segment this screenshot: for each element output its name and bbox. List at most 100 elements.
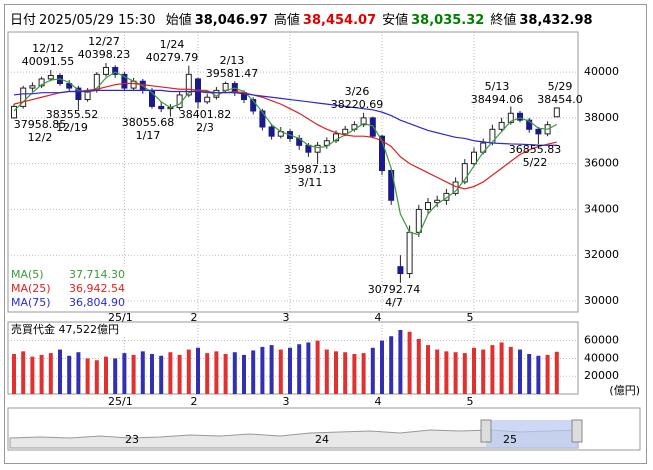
candle-body: [434, 199, 441, 204]
ma-line: [13, 89, 557, 146]
annotation-date: 2/3: [196, 121, 214, 134]
volume-bar: [205, 353, 210, 394]
annotation-date: 5/13: [485, 80, 510, 93]
annotation-price: 40091.55: [22, 55, 75, 68]
frame: [4, 4, 647, 464]
volume-bar: [435, 349, 440, 394]
volume-bar: [481, 349, 486, 394]
volume-bar: [444, 351, 449, 394]
volume-bar: [242, 354, 246, 394]
annotation-price: 36855.83: [509, 143, 562, 156]
candle-body: [535, 128, 542, 135]
annotation-date: 1/17: [136, 129, 161, 142]
annotation-price: 38454.0: [537, 93, 583, 106]
volume-bar: [113, 358, 118, 394]
ma-line: [13, 71, 558, 236]
volume-bar: [554, 351, 559, 394]
volume-bar: [94, 360, 99, 394]
volume-bar: [76, 352, 81, 394]
volume-bar: [48, 353, 53, 394]
y-tick-label: 32000: [584, 248, 619, 261]
annotation-price: 40279.79: [146, 51, 199, 64]
candle-body: [489, 128, 496, 144]
annotation-price: 38401.82: [179, 108, 232, 121]
volume-bar: [39, 354, 44, 394]
volume-bar: [297, 344, 302, 394]
y-tick-label: 40000: [584, 351, 619, 364]
volume-bar: [67, 355, 72, 394]
candle-body: [507, 112, 514, 123]
navigator-label: 24: [315, 433, 329, 446]
volume-bar: [472, 347, 476, 394]
legend-value: 37,714.30: [69, 268, 125, 281]
volume-bar: [159, 355, 164, 394]
volume-bar: [426, 345, 430, 394]
candle-body: [526, 119, 533, 130]
candle-body: [103, 66, 109, 75]
volume-bar: [196, 347, 200, 394]
candle-body: [360, 117, 367, 126]
volume-bar: [361, 353, 366, 394]
header-value: 38,454.07: [302, 13, 377, 28]
volume-bar: [490, 345, 495, 394]
candle-body: [112, 66, 119, 75]
volume-bar: [58, 349, 62, 394]
legend-value: 36,804.90: [69, 296, 125, 309]
volume-bar: [214, 351, 219, 394]
candle-body: [553, 107, 560, 118]
annotation-price: 30792.74: [368, 283, 421, 296]
volume-bar: [334, 351, 338, 394]
volume-bar: [232, 352, 237, 394]
volume-bar: [462, 353, 467, 394]
candle-body: [379, 135, 385, 172]
volume-bar: [352, 354, 357, 394]
x-tick-label: 2: [191, 311, 198, 324]
legend-bg: [9, 266, 127, 310]
annotation-price: 38220.69: [331, 98, 384, 111]
candle-body: [333, 133, 339, 142]
candle-body: [268, 126, 275, 137]
navigator-label: 23: [125, 433, 139, 446]
annotation-date: 12/2: [28, 131, 53, 144]
y-tick-label: 40000: [584, 65, 619, 78]
candle-body: [498, 121, 505, 130]
x-tick-label: 5: [467, 395, 474, 408]
volume-bar: [12, 354, 16, 394]
annotation-date: 5/29: [548, 80, 573, 93]
price-panel: [7, 31, 579, 313]
candle-body: [185, 73, 192, 96]
x-tick-label: 25/1: [108, 395, 133, 408]
candle-body: [29, 85, 36, 89]
volume-bar: [324, 349, 329, 394]
header-label: 安値: [382, 13, 409, 28]
annotation-date: 5/22: [523, 156, 548, 169]
navigator-handle-left[interactable]: [480, 419, 492, 443]
navigator-window[interactable]: [486, 420, 578, 448]
annotation-price: 38494.06: [471, 93, 524, 106]
volume-bar: [536, 355, 541, 394]
candle-body: [158, 105, 165, 110]
annotation-date: 1/24: [160, 38, 185, 51]
volume-bar: [186, 349, 191, 394]
volume-bar: [398, 330, 403, 394]
volume-bar: [251, 350, 256, 394]
y-tick-label: 34000: [584, 202, 619, 215]
x-tick-label: 3: [283, 395, 290, 408]
volume-bar: [306, 342, 311, 394]
volume-bar: [315, 340, 320, 394]
candle-body: [314, 144, 321, 153]
volume-bar: [416, 338, 421, 394]
candle-body: [342, 128, 349, 135]
legend-name: MA(25): [11, 282, 51, 295]
volume-bar: [407, 331, 412, 394]
volume-bar: [499, 342, 504, 394]
volume-bar: [545, 354, 550, 394]
volume-bar: [85, 358, 90, 394]
volume-bar: [30, 356, 35, 394]
candle-body: [204, 96, 211, 103]
x-tick-label: 4: [375, 311, 382, 324]
candle-body: [213, 89, 220, 98]
navigator-handle-right[interactable]: [571, 419, 583, 443]
candle-body: [259, 110, 266, 128]
